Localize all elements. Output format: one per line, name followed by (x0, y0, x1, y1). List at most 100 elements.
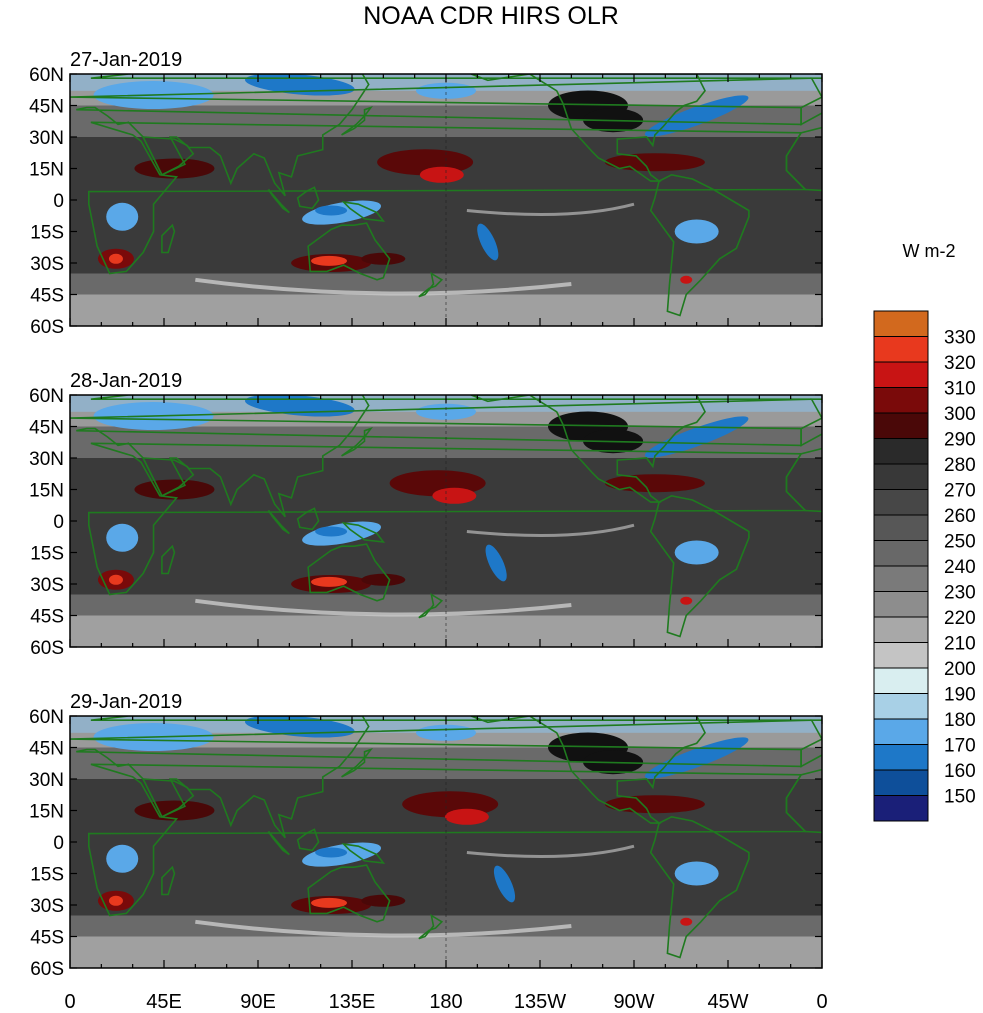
colorbar-label: 150 (944, 787, 976, 808)
lat-tick-label: 30S (30, 575, 64, 596)
map-panel: 28-Jan-2019 60N 45N 30N 15N 0 15S 30S 45S 60S (29, 370, 823, 659)
coastline (307, 222, 391, 281)
colorbar-label: 180 (944, 710, 976, 731)
coastline (470, 395, 706, 503)
colorbar-label: 240 (944, 557, 976, 578)
colorbar-label: 270 (944, 481, 976, 502)
coastline (307, 864, 391, 923)
coastline (88, 442, 808, 596)
colorbar-label: 300 (944, 404, 976, 425)
coastline (88, 763, 808, 917)
lat-tick-label: 45N (29, 739, 64, 760)
colorbar-box (873, 361, 929, 388)
colorbar-box (873, 769, 929, 796)
colorbar-box (873, 310, 929, 337)
lon-tick-label: 135W (514, 991, 566, 1013)
lon-tick-label: 0 (64, 991, 75, 1013)
lat-tick-label: 0 (53, 833, 64, 854)
colorbar-label: 310 (944, 379, 976, 400)
lat-tick-label: 30S (30, 254, 64, 275)
lon-tick-label: 90W (613, 991, 654, 1013)
colorbar-box (873, 642, 929, 669)
colorbar-label: 210 (944, 634, 976, 655)
lat-tick-label: 0 (53, 512, 64, 533)
map-panel: 27-Jan-2019 60N 45N 30N 15N 0 15S 30S 45S 60S (29, 49, 823, 338)
coastline (296, 186, 320, 210)
lon-tick-label: 180 (429, 991, 462, 1013)
lat-tick-label: 30N (29, 770, 64, 791)
colorbar-box (873, 412, 929, 439)
colorbar-box (873, 591, 929, 618)
coastline (649, 173, 750, 317)
lat-tick-label: 15S (30, 223, 64, 244)
colorbar-box (873, 514, 929, 541)
colorbar-label: 280 (944, 455, 976, 476)
colorbar-label: 230 (944, 583, 976, 604)
coastline (267, 188, 290, 214)
lon-tick-label: 0 (816, 991, 827, 1013)
panel-date: 28-Jan-2019 (70, 370, 182, 392)
colorbar-label: 190 (944, 685, 976, 706)
lat-tick-label: 15N (29, 481, 64, 502)
colorbar-box (873, 744, 929, 771)
colorbar-label: 250 (944, 532, 976, 553)
colorbar-units: W m-2 (903, 241, 956, 261)
lon-tick-label: 45E (146, 991, 182, 1013)
lat-tick-label: 15S (30, 865, 64, 886)
colorbar-box (873, 693, 929, 720)
colorbar-box (873, 463, 929, 490)
colorbar-label: 290 (944, 430, 976, 451)
colorbar-label: 220 (944, 608, 976, 629)
coastline (267, 509, 290, 535)
colorbar-box (873, 565, 929, 592)
lat-tick-label: 60N (29, 65, 64, 86)
lat-tick-label: 30N (29, 449, 64, 470)
lat-tick-label: 60N (29, 386, 64, 407)
lat-tick-label: 30N (29, 128, 64, 149)
colorbar-label: 170 (944, 736, 976, 757)
coastline (141, 136, 195, 176)
coastline (296, 828, 320, 852)
coastline (161, 544, 176, 575)
lon-tick-label: 135E (329, 991, 376, 1013)
coastline (141, 778, 195, 818)
colorbar-box (873, 795, 929, 822)
lat-tick-label: 45S (30, 928, 64, 949)
coastline (649, 815, 750, 959)
colorbar-box (873, 667, 929, 694)
lat-tick-label: 45S (30, 607, 64, 628)
colorbar-label: 260 (944, 506, 976, 527)
lat-tick-label: 60S (30, 638, 64, 659)
coastline (649, 494, 750, 638)
figure-title: NOAA CDR HIRS OLR (363, 2, 619, 30)
coastline (341, 200, 386, 222)
lat-tick-label: 15N (29, 802, 64, 823)
colorbar-box (873, 718, 929, 745)
lat-tick-label: 60N (29, 707, 64, 728)
colorbar-box (873, 540, 929, 567)
coastline (341, 427, 373, 457)
lat-tick-label: 60S (30, 317, 64, 338)
panel-date: 27-Jan-2019 (70, 49, 182, 71)
coastline (88, 121, 808, 275)
colorbar-label: 160 (944, 761, 976, 782)
lon-tick-label: 90E (240, 991, 276, 1013)
coastline (141, 457, 195, 497)
coastline (70, 716, 812, 839)
coastline (470, 74, 706, 182)
colorbar-box (873, 438, 929, 465)
lat-tick-label: 45N (29, 418, 64, 439)
lat-tick-label: 60S (30, 959, 64, 980)
lat-tick-label: 45N (29, 97, 64, 118)
colorbar-box (873, 336, 929, 363)
coastline (341, 521, 386, 543)
colorbar-box (873, 616, 929, 643)
lat-tick-label: 15N (29, 160, 64, 181)
colorbar-label: 320 (944, 353, 976, 374)
coastline (267, 830, 290, 856)
coastline (296, 507, 320, 531)
coastline (418, 592, 444, 619)
colorbar-label: 330 (944, 328, 976, 349)
coastline (418, 913, 444, 940)
